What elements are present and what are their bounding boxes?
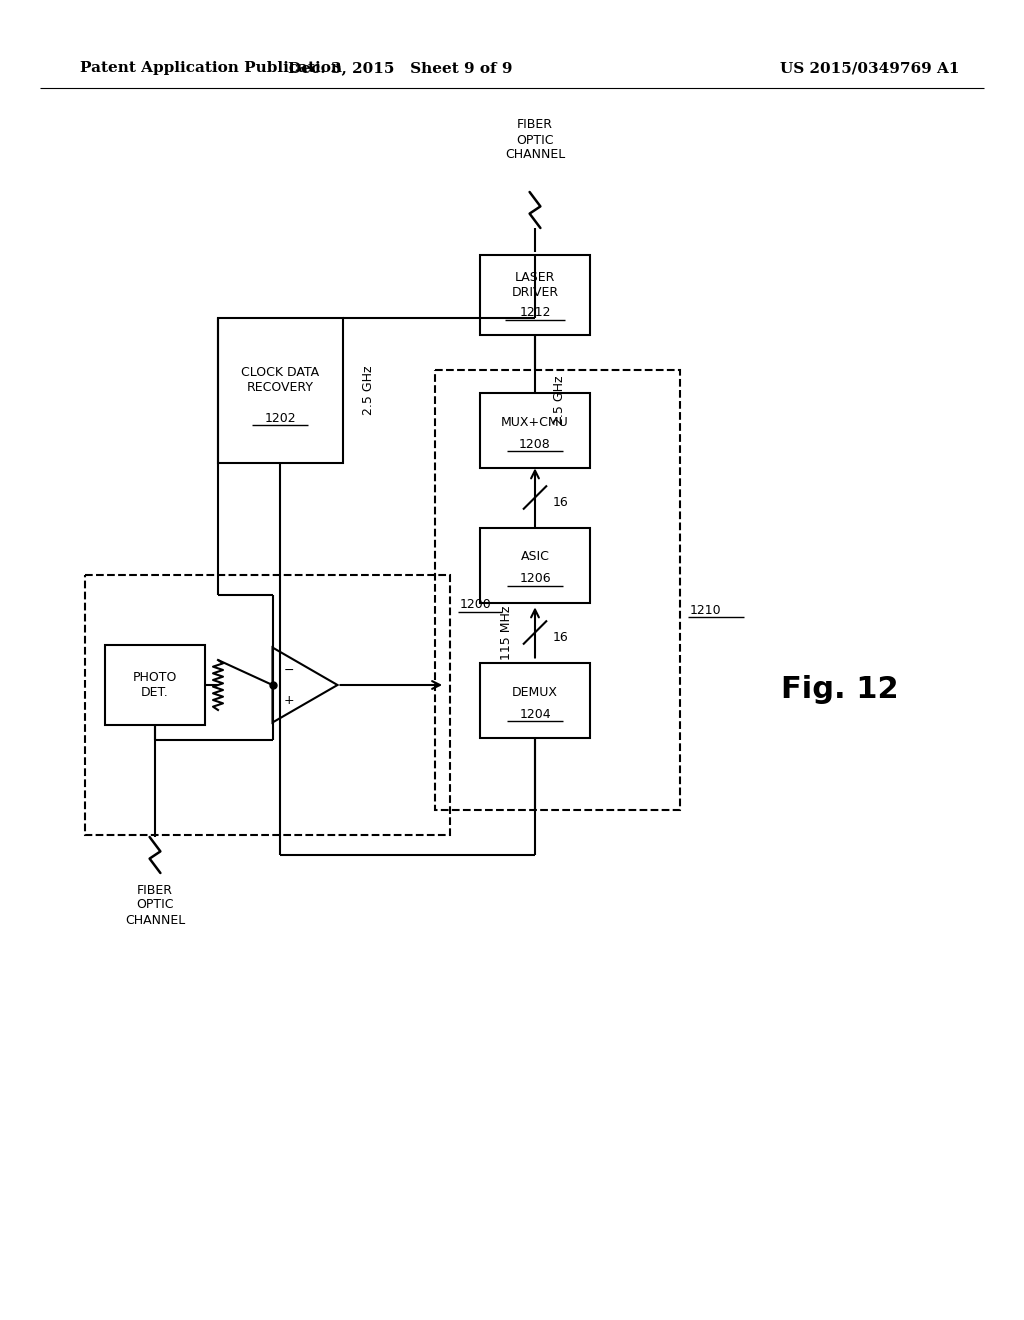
Bar (217, 318, 342, 462)
Text: CLOCK DATA
RECOVERY: CLOCK DATA RECOVERY (241, 366, 319, 393)
Text: 2.5 GHz: 2.5 GHz (362, 366, 376, 414)
Text: 1200: 1200 (460, 598, 492, 611)
Text: 16: 16 (553, 496, 568, 510)
Text: 1212: 1212 (519, 306, 551, 319)
Bar (480, 663, 590, 738)
Text: 1210: 1210 (690, 603, 722, 616)
Text: 2.5 GHz: 2.5 GHz (553, 375, 566, 425)
Text: DEMUX: DEMUX (512, 685, 558, 698)
Text: 1204: 1204 (519, 708, 551, 721)
Bar (85, 576, 450, 836)
Text: Dec. 3, 2015   Sheet 9 of 9: Dec. 3, 2015 Sheet 9 of 9 (288, 61, 512, 75)
Text: −: − (284, 664, 294, 676)
Text: Fig. 12: Fig. 12 (781, 676, 899, 705)
Text: 16: 16 (553, 631, 568, 644)
Bar (480, 528, 590, 602)
Text: US 2015/0349769 A1: US 2015/0349769 A1 (780, 61, 959, 75)
Text: ASIC: ASIC (520, 550, 550, 564)
Text: MUX+CMU: MUX+CMU (501, 416, 569, 429)
Text: 1206: 1206 (519, 573, 551, 586)
Text: 1202: 1202 (264, 412, 296, 425)
Text: LASER
DRIVER: LASER DRIVER (511, 271, 558, 300)
Text: Patent Application Publication: Patent Application Publication (80, 61, 342, 75)
Bar (480, 255, 590, 335)
Text: 115 MHz: 115 MHz (500, 606, 513, 660)
Text: 1208: 1208 (519, 437, 551, 450)
Bar (435, 370, 680, 810)
Bar (105, 645, 205, 725)
Text: +: + (284, 693, 294, 706)
Text: FIBER
OPTIC
CHANNEL: FIBER OPTIC CHANNEL (505, 119, 565, 161)
Text: FIBER
OPTIC
CHANNEL: FIBER OPTIC CHANNEL (125, 883, 185, 927)
Bar (480, 392, 590, 467)
Text: PHOTO
DET.: PHOTO DET. (133, 671, 177, 700)
